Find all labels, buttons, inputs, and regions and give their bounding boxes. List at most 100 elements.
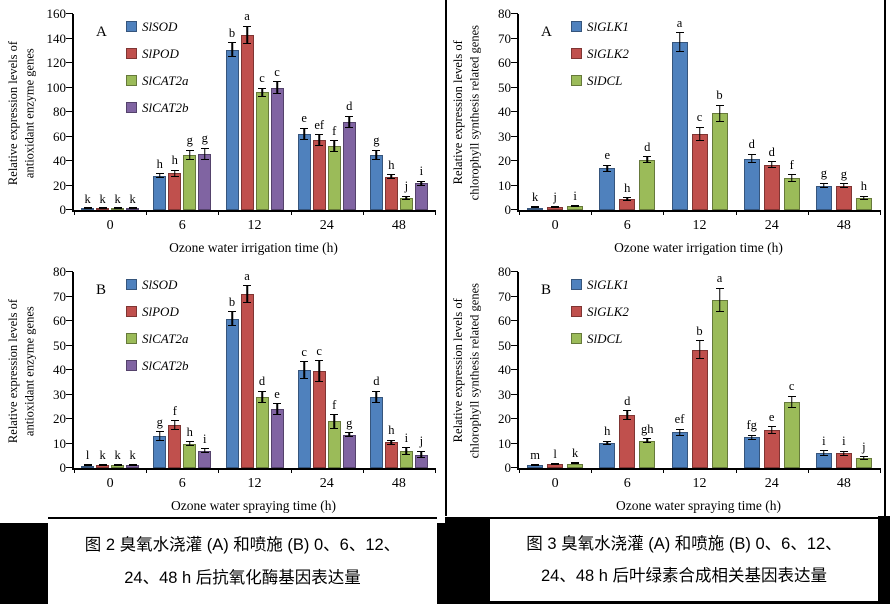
error-bar bbox=[128, 463, 137, 466]
y-tick-mark bbox=[511, 442, 518, 444]
sig-letter: k bbox=[129, 447, 136, 462]
legend-swatch bbox=[126, 75, 137, 86]
error-bar bbox=[767, 426, 776, 434]
error-bar bbox=[571, 204, 580, 207]
bar bbox=[671, 42, 688, 210]
error-bar bbox=[695, 126, 704, 142]
x-axis-title: Ozone water spraying time (h) bbox=[616, 498, 781, 513]
plot-area: 0 10 20 30 40 50 60 70 80 l k k k 0 g f h i 6 b a d e 12 c c f g 24 d… bbox=[53, 264, 436, 491]
legend: SlSOD SlPOD SlCAT2a SlCAT2b bbox=[126, 20, 188, 128]
bar bbox=[815, 185, 832, 210]
y-tick-mark bbox=[66, 418, 73, 419]
y-tick-mark bbox=[66, 320, 73, 321]
y-tick-mark bbox=[66, 369, 73, 370]
y-tick-mark bbox=[66, 467, 73, 468]
fig2-caption: 图 2 臭氧水浇灌 (A) 和喷施 (B) 0、6、12、 24、48 h 后抗… bbox=[48, 517, 437, 604]
caption-line-1: 图 2 臭氧水浇灌 (A) 和喷施 (B) 0、6、12、 bbox=[84, 536, 401, 555]
sig-letter: g bbox=[186, 133, 193, 148]
bar-slot: e bbox=[270, 272, 284, 468]
bar-slot: g bbox=[153, 272, 167, 468]
bar-slot: gh bbox=[639, 272, 656, 468]
legend-swatch bbox=[571, 333, 582, 344]
bar-slot: e bbox=[599, 14, 616, 210]
error-bar bbox=[767, 161, 776, 169]
x-tick-mark bbox=[146, 468, 148, 473]
bar-slot: c bbox=[312, 272, 326, 468]
sig-letter: a bbox=[244, 268, 250, 283]
y-tick-label: 0 bbox=[504, 202, 512, 217]
sig-letter: d bbox=[346, 99, 353, 114]
sig-letter: c bbox=[259, 71, 265, 85]
x-tick-mark bbox=[880, 210, 881, 215]
bar-slot: j bbox=[855, 272, 872, 468]
x-tick-mark bbox=[807, 468, 809, 473]
bar-slot: b bbox=[225, 272, 239, 468]
y-tick-label: 40 bbox=[498, 362, 511, 377]
error-bar bbox=[417, 450, 426, 459]
x-tick-label: 48 bbox=[836, 476, 851, 491]
legend-item: SlSOD bbox=[126, 278, 188, 291]
x-tick-mark bbox=[74, 468, 75, 473]
y-tick-mark bbox=[66, 442, 73, 444]
sig-letter: h bbox=[156, 156, 163, 171]
x-tick-mark bbox=[519, 210, 520, 215]
legend-swatch bbox=[126, 21, 137, 32]
error-bar bbox=[273, 81, 281, 94]
figure-3-border-right bbox=[884, 0, 886, 517]
legend-label: SlSOD bbox=[142, 277, 178, 292]
sig-letter: a bbox=[676, 15, 683, 30]
fig2-panel-b-chart: Relative expression levels of antioxidant… bbox=[0, 258, 445, 516]
caption-backdrop-right bbox=[437, 523, 445, 604]
sig-letter: h bbox=[860, 179, 868, 194]
y-tick-mark bbox=[511, 160, 518, 161]
bar bbox=[297, 370, 311, 468]
sig-letter: h bbox=[624, 180, 631, 195]
error-bar bbox=[551, 205, 560, 208]
error-bar bbox=[387, 174, 396, 180]
y-tick-label: 10 bbox=[498, 435, 511, 451]
bar-group: i i j 48 bbox=[808, 272, 880, 491]
bar bbox=[691, 134, 708, 210]
sig-letter: c bbox=[788, 379, 795, 394]
legend-swatch bbox=[571, 48, 582, 59]
bar-slot: h bbox=[168, 14, 182, 210]
bar-slot: k bbox=[111, 14, 125, 210]
caption-backdrop-left bbox=[445, 517, 490, 604]
error-bar bbox=[155, 173, 164, 179]
bar-slot: k bbox=[96, 14, 110, 210]
x-tick-mark bbox=[218, 210, 220, 215]
sig-letter: h bbox=[186, 424, 193, 439]
bar-group: b a c c 12 bbox=[218, 10, 290, 233]
sig-letter: gh bbox=[641, 421, 654, 436]
sig-letter: e bbox=[768, 409, 775, 424]
y-tick-mark bbox=[511, 62, 518, 63]
bar-slot: k bbox=[527, 14, 544, 210]
sig-letter: ef bbox=[674, 412, 685, 427]
sig-letter: j bbox=[862, 439, 866, 454]
bar-slot: g bbox=[198, 14, 212, 210]
y-tick-label: 60 bbox=[53, 313, 66, 328]
x-tick-label: 24 bbox=[764, 476, 779, 491]
bar bbox=[639, 159, 656, 210]
bar bbox=[671, 432, 688, 468]
bar-slot: h bbox=[153, 14, 167, 210]
sig-letter: c bbox=[301, 344, 307, 359]
legend-swatch bbox=[126, 102, 137, 113]
x-tick-label: 6 bbox=[623, 476, 631, 491]
bar-slot: h bbox=[855, 14, 872, 210]
legend-label: SlGLK2 bbox=[587, 304, 629, 319]
error-bar bbox=[623, 197, 632, 201]
y-tick-label: 40 bbox=[498, 104, 511, 119]
sig-letter: d bbox=[624, 393, 631, 408]
x-tick-label: 12 bbox=[247, 476, 262, 491]
legend-label: SlCAT2b bbox=[142, 358, 189, 373]
error-bar bbox=[83, 464, 92, 467]
figure-3-column: Relative expression levels of chlorophyll… bbox=[445, 0, 890, 604]
legend-label: SlPOD bbox=[142, 304, 179, 319]
y-tick-mark bbox=[511, 320, 518, 321]
bar-group: e h d 6 bbox=[591, 14, 663, 233]
y-tick-mark bbox=[66, 393, 73, 395]
bar bbox=[312, 140, 326, 210]
